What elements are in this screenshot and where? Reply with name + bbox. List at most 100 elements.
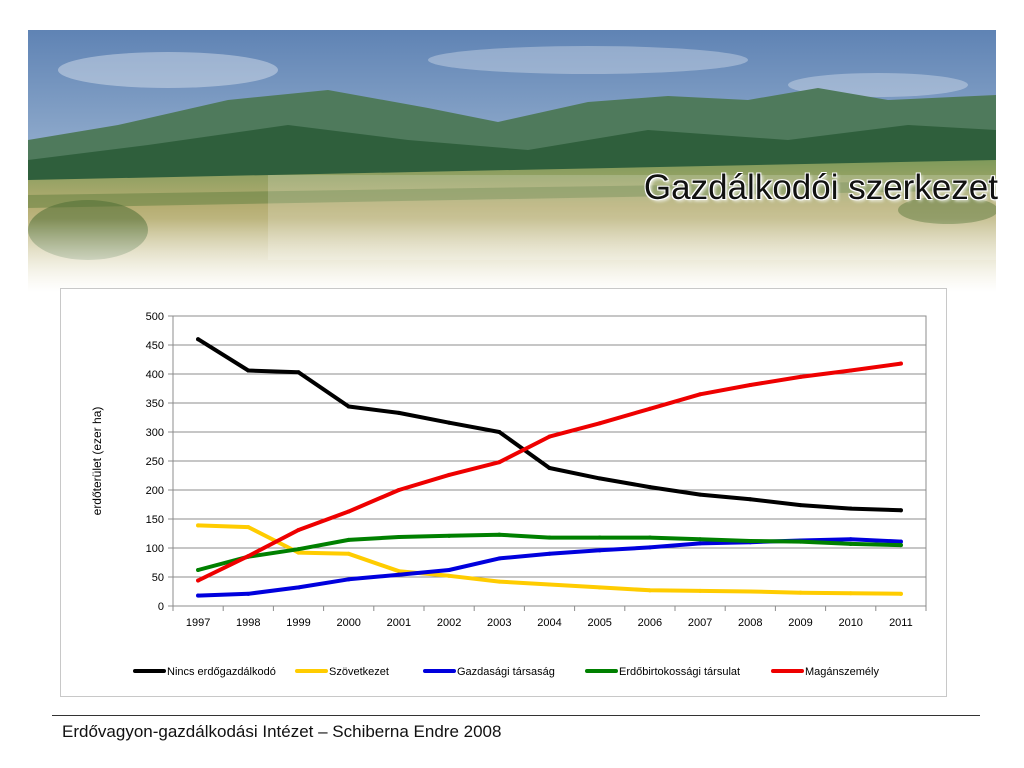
data-point: [898, 539, 903, 544]
data-point: [748, 383, 753, 388]
legend-label: Szövetkezet: [329, 666, 389, 678]
data-point: [798, 539, 803, 544]
x-tick-label: 2004: [537, 617, 561, 629]
data-point: [497, 579, 502, 584]
data-point: [898, 543, 903, 548]
data-point: [246, 554, 251, 559]
chart-frame: 0 50 100 150 200 250 300 350 400 450 500 1997 1998 19…: [60, 288, 947, 697]
y-tick-label: 100: [146, 543, 164, 555]
slide-title: Gazdálkodói szerkezet: [643, 168, 998, 207]
data-point: [296, 585, 301, 590]
data-point: [547, 434, 552, 439]
data-point: [246, 525, 251, 530]
y-tick-label: 400: [146, 369, 164, 381]
data-point: [798, 590, 803, 595]
series-line-0: [196, 337, 903, 513]
data-point: [396, 410, 401, 415]
x-tick-label: 1998: [236, 617, 260, 629]
data-point: [647, 535, 652, 540]
data-point: [597, 535, 602, 540]
y-tick-label: 0: [158, 601, 164, 613]
data-point: [396, 534, 401, 539]
legend-label: Erdőbirtokossági társulat: [619, 666, 740, 678]
data-point: [698, 541, 703, 546]
data-point: [447, 568, 452, 573]
data-point: [447, 533, 452, 538]
data-point: [196, 578, 201, 583]
y-tick-label: 50: [152, 572, 164, 584]
y-tick-label: 500: [146, 311, 164, 323]
y-tick-label: 250: [146, 456, 164, 468]
data-point: [346, 509, 351, 514]
data-point: [296, 550, 301, 555]
data-point: [848, 368, 853, 373]
data-point: [848, 591, 853, 596]
data-point: [497, 460, 502, 465]
legend-label: Gazdasági társaság: [457, 666, 555, 678]
data-point: [597, 421, 602, 426]
data-point: [497, 556, 502, 561]
footer-divider: [52, 715, 980, 716]
data-point: [497, 532, 502, 537]
y-tick-label: 450: [146, 340, 164, 352]
x-tick-label: 1997: [186, 617, 210, 629]
data-point: [246, 591, 251, 596]
data-point: [647, 485, 652, 490]
data-point: [647, 588, 652, 593]
data-point: [246, 368, 251, 373]
data-point: [396, 572, 401, 577]
data-point: [346, 537, 351, 542]
x-tick-label: 1999: [286, 617, 310, 629]
x-tick-label: 2001: [387, 617, 411, 629]
y-tick-label: 300: [146, 427, 164, 439]
data-point: [898, 361, 903, 366]
x-tick-label: 2003: [487, 617, 511, 629]
data-point: [196, 568, 201, 573]
data-point: [547, 582, 552, 587]
x-tick-label: 2007: [688, 617, 712, 629]
data-point: [447, 472, 452, 477]
landscape-banner: [28, 30, 996, 292]
data-point: [848, 506, 853, 511]
y-axis-title: erdőterület (ezer ha): [90, 407, 104, 516]
data-point: [196, 523, 201, 528]
data-point: [346, 551, 351, 556]
x-tick-label: 2011: [889, 617, 913, 629]
data-point: [196, 593, 201, 598]
data-point: [698, 588, 703, 593]
y-tick-label: 150: [146, 514, 164, 526]
data-point: [748, 589, 753, 594]
data-point: [898, 591, 903, 596]
data-point: [447, 573, 452, 578]
data-point: [597, 476, 602, 481]
y-tick-label: 350: [146, 398, 164, 410]
footer-credit: Erdővagyon-gazdálkodási Intézet – Schibe…: [62, 722, 502, 741]
data-point: [547, 535, 552, 540]
data-point: [647, 406, 652, 411]
data-point: [296, 370, 301, 375]
legend-label: Magánszemély: [805, 666, 879, 678]
x-tick-label: 2006: [638, 617, 662, 629]
data-point: [447, 420, 452, 425]
x-tick-label: 2000: [336, 617, 360, 629]
data-point: [296, 528, 301, 533]
data-point: [547, 551, 552, 556]
data-point: [798, 374, 803, 379]
data-point: [748, 497, 753, 502]
data-point: [698, 392, 703, 397]
data-point: [396, 488, 401, 492]
data-point: [698, 492, 703, 497]
landscape-photo-icon: [28, 30, 996, 292]
data-point: [597, 548, 602, 553]
data-point: [597, 585, 602, 590]
y-tick-label: 200: [146, 485, 164, 497]
data-point: [848, 541, 853, 546]
x-tick-label: 2005: [587, 617, 611, 629]
x-tick-label: 2009: [788, 617, 812, 629]
data-point: [196, 337, 201, 342]
data-point: [497, 430, 502, 434]
data-point: [296, 547, 301, 552]
x-tick-label: 2002: [437, 617, 461, 629]
data-point: [547, 465, 552, 470]
line-chart: 0 50 100 150 200 250 300 350 400 450 500 1997 1998 19…: [90, 311, 927, 678]
